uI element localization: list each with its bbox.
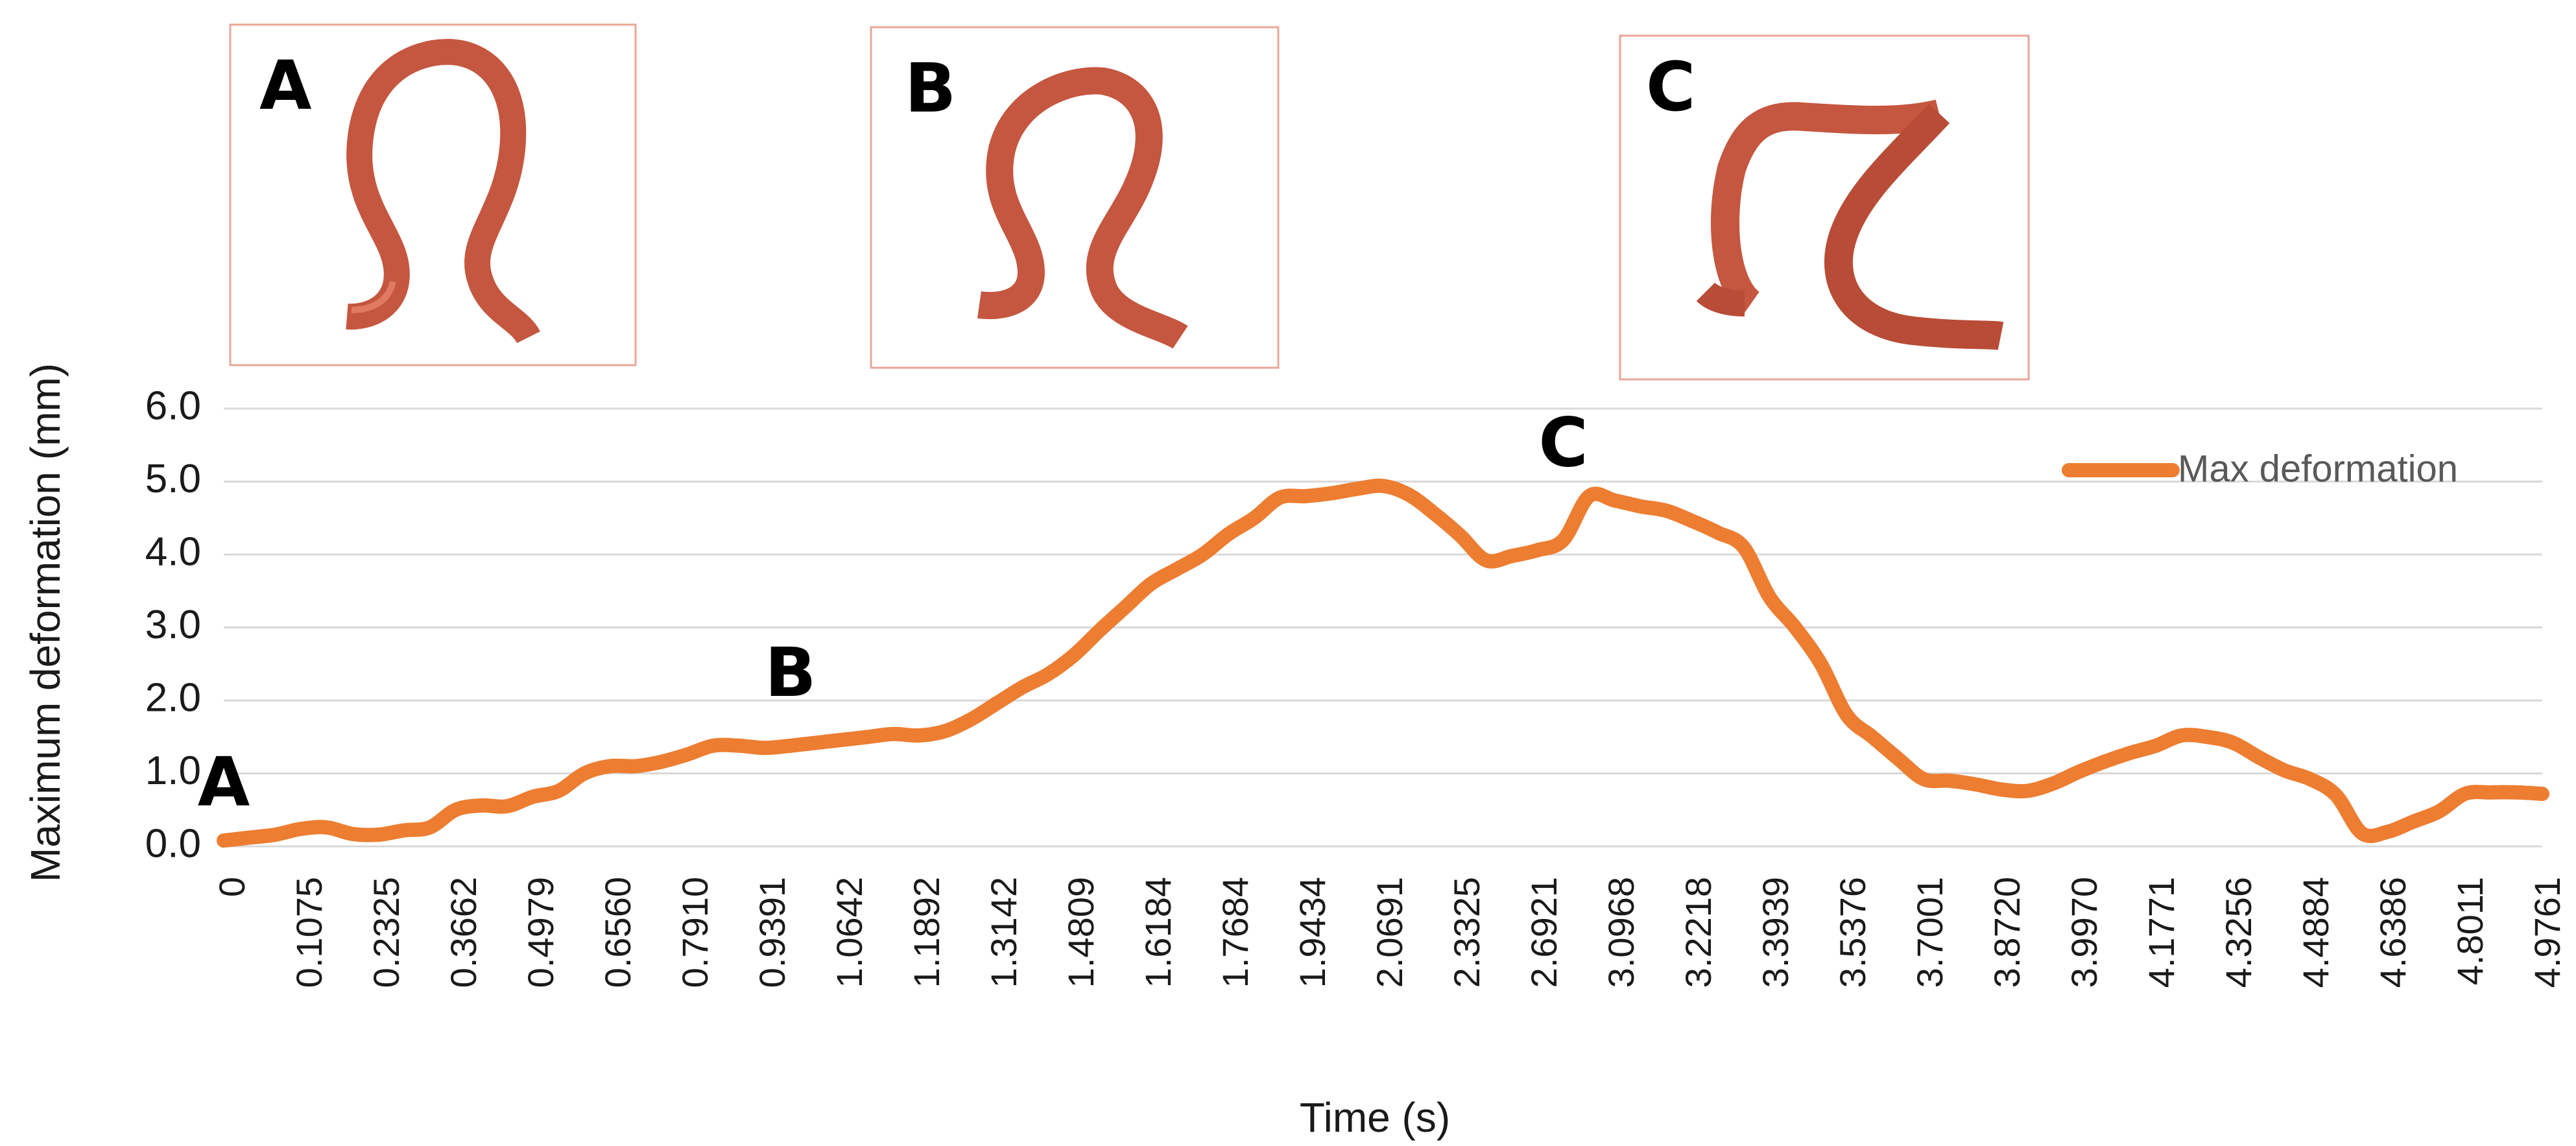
x-tick-label: 1.4809: [1060, 877, 1101, 988]
x-tick-label: 0.2325: [366, 877, 407, 988]
x-tick-label: 1.0642: [829, 877, 870, 988]
x-tick-label: 0.4979: [520, 877, 561, 988]
x-tick-label: 3.7001: [1909, 877, 1950, 988]
x-tick-label: 3.9970: [2064, 877, 2105, 988]
x-tick-label: 3.2218: [1678, 877, 1719, 988]
series-line-max-deformation: [217, 478, 2549, 848]
panel-c: C: [1619, 34, 2030, 381]
x-tick-label: 4.9761: [2527, 877, 2568, 988]
legend-label: Max deformation: [2178, 448, 2458, 490]
x-tick-label: 2.6921: [1523, 877, 1564, 988]
x-tick-label: 2.0691: [1369, 877, 1410, 988]
y-tick-label: 4.0: [145, 529, 201, 574]
y-tick-label: 6.0: [145, 383, 201, 428]
panel-a-wire-highlight: [351, 280, 396, 313]
annotations: A B C: [198, 403, 1588, 822]
x-tick-label: 3.5376: [1832, 877, 1873, 988]
y-tick-label: 5.0: [145, 457, 201, 501]
x-tick-label: 3.8720: [1986, 877, 2027, 988]
panel-c-wire-back: [1711, 99, 1943, 316]
y-tick-label: 1.0: [145, 748, 201, 793]
x-tick-label: 4.3256: [2218, 877, 2259, 988]
x-tick-label: 4.4884: [2295, 877, 2336, 988]
x-tick-label: 4.6386: [2372, 877, 2413, 988]
x-tick-label: 0: [211, 877, 252, 897]
panel-a-letter: A: [259, 46, 312, 125]
x-axis-ticks: 0 0.1075 0.2325 0.3662 0.4979 0.6560 0.7910 0.9…: [211, 877, 2568, 988]
panel-c-wire-front: [1824, 104, 2004, 350]
annotation-b: B: [765, 633, 816, 712]
x-tick-label: 1.6184: [1138, 877, 1178, 988]
panel-c-letter: C: [1646, 47, 1695, 126]
panel-a: A: [229, 23, 637, 366]
x-tick-label: 1.1892: [906, 877, 947, 988]
x-tick-label: 0.7910: [674, 877, 715, 988]
x-tick-label: 0.3662: [443, 877, 484, 988]
y-tick-label: 3.0: [145, 603, 201, 647]
panel-b: B: [870, 26, 1280, 369]
panel-a-wire-image: [346, 38, 540, 344]
y-axis-ticks: 0.0 1.0 2.0 3.0 4.0 5.0 6.0: [145, 383, 201, 866]
x-tick-label: 3.3939: [1755, 877, 1796, 988]
annotation-c: C: [1538, 403, 1588, 483]
x-tick-label: 0.9391: [752, 877, 793, 988]
x-tick-label: 0.1075: [289, 877, 329, 988]
panel-a-frame: [229, 23, 637, 366]
x-tick-label: 1.9434: [1292, 877, 1333, 988]
chart: 0.0 1.0 2.0 3.0 4.0 5.0 6.0 0 0.1075 0.2325 0.366…: [22, 363, 2568, 1141]
annotation-a: A: [198, 743, 250, 822]
y-tick-label: 2.0: [145, 675, 201, 720]
x-tick-label: 4.8011: [2450, 877, 2490, 985]
legend: Max deformation: [2062, 448, 2458, 490]
gridlines: [224, 407, 2542, 848]
x-tick-label: 1.3142: [983, 877, 1024, 988]
x-tick-label: 0.6560: [597, 877, 638, 988]
panel-b-wire-image: [977, 67, 1188, 350]
panel-c-wire-end: [1696, 281, 1745, 316]
x-tick-label: 4.1771: [2141, 877, 2182, 988]
panel-b-letter: B: [905, 49, 956, 128]
x-tick-label: 2.3325: [1446, 877, 1487, 988]
x-tick-label: 3.0968: [1601, 877, 1641, 988]
y-tick-label: 0.0: [145, 821, 201, 866]
x-tick-label: 1.7684: [1215, 877, 1256, 988]
x-axis-label: Time (s): [1300, 1094, 1450, 1141]
y-axis-label: Maximum deformation (mm): [22, 363, 69, 882]
